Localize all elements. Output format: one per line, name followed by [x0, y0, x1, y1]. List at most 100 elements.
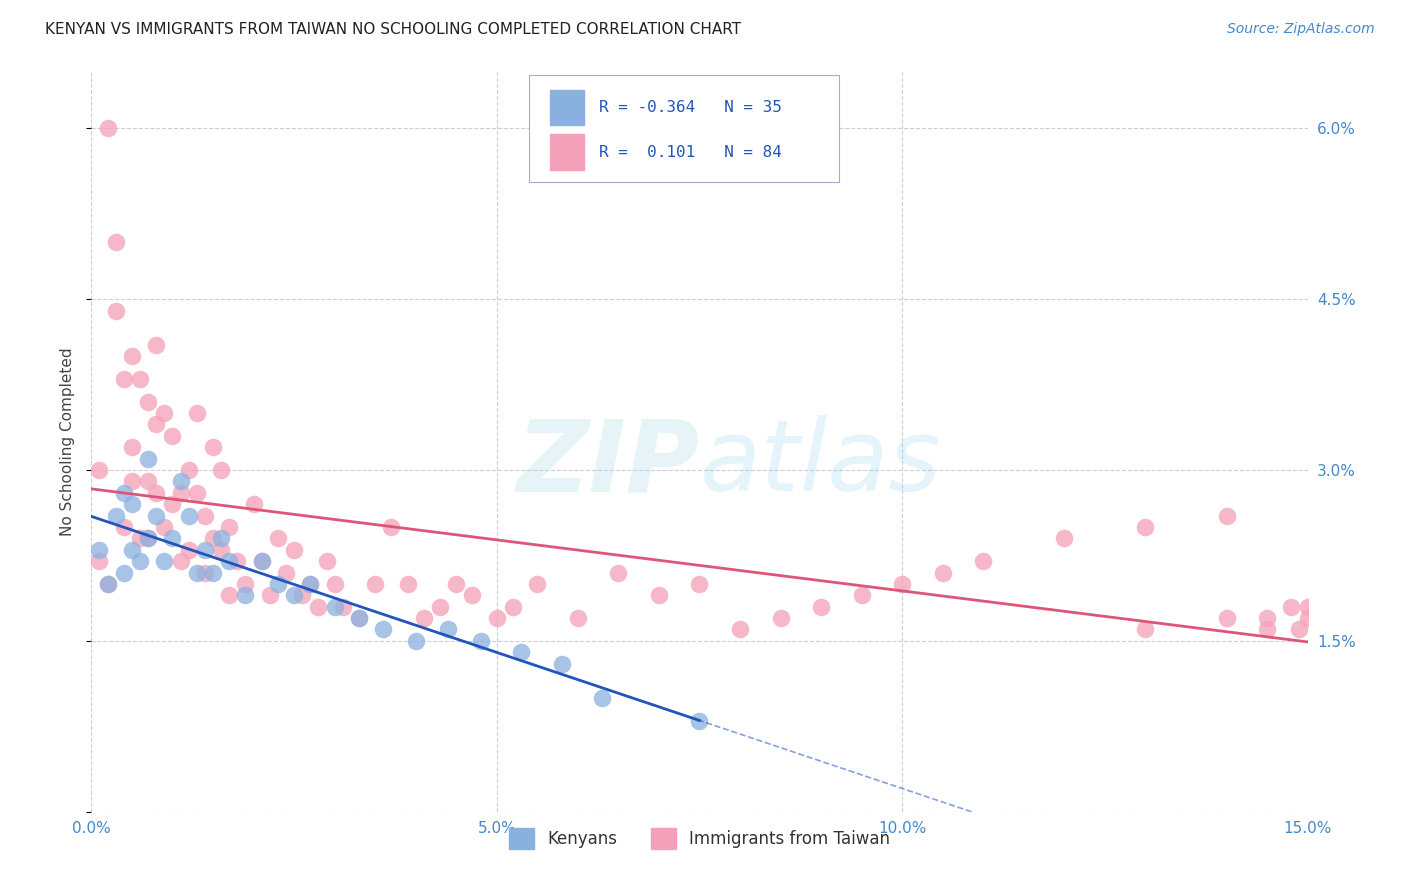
- Point: [145, 417, 167, 432]
- Point: [364, 577, 387, 591]
- Point: [112, 372, 135, 386]
- Point: [136, 451, 159, 466]
- Point: [145, 337, 167, 351]
- Text: ZIP: ZIP: [516, 416, 699, 512]
- Point: [607, 566, 630, 580]
- Point: [162, 429, 184, 443]
- Point: [502, 599, 524, 614]
- Point: [267, 532, 290, 546]
- Text: R = -0.364   N = 35: R = -0.364 N = 35: [599, 100, 782, 115]
- Point: [97, 577, 120, 591]
- Point: [153, 520, 176, 534]
- Point: [1256, 623, 1278, 637]
- Point: [121, 349, 143, 363]
- Point: [510, 645, 533, 659]
- Point: [136, 394, 159, 409]
- Point: [380, 520, 402, 534]
- Bar: [550, 90, 583, 126]
- Point: [218, 588, 240, 602]
- Point: [226, 554, 249, 568]
- Point: [242, 497, 264, 511]
- Point: [250, 554, 273, 568]
- Point: [1135, 520, 1157, 534]
- Point: [461, 588, 484, 602]
- Point: [323, 577, 346, 591]
- Point: [1135, 623, 1157, 637]
- Point: [112, 520, 135, 534]
- Point: [396, 577, 419, 591]
- Point: [444, 577, 467, 591]
- Point: [1053, 532, 1076, 546]
- Point: [129, 554, 152, 568]
- Point: [373, 623, 395, 637]
- Point: [145, 485, 167, 500]
- Point: [218, 520, 240, 534]
- Point: [177, 542, 200, 557]
- Point: [648, 588, 671, 602]
- Point: [89, 554, 111, 568]
- Point: [162, 497, 184, 511]
- Point: [810, 599, 832, 614]
- Point: [209, 542, 232, 557]
- Point: [104, 303, 127, 318]
- Point: [728, 623, 751, 637]
- Text: Source: ZipAtlas.com: Source: ZipAtlas.com: [1227, 22, 1375, 37]
- Point: [1256, 611, 1278, 625]
- Point: [1296, 611, 1319, 625]
- Point: [129, 532, 152, 546]
- Point: [485, 611, 508, 625]
- Point: [267, 577, 290, 591]
- Point: [129, 372, 152, 386]
- Point: [136, 532, 159, 546]
- Text: KENYAN VS IMMIGRANTS FROM TAIWAN NO SCHOOLING COMPLETED CORRELATION CHART: KENYAN VS IMMIGRANTS FROM TAIWAN NO SCHO…: [45, 22, 741, 37]
- Point: [104, 508, 127, 523]
- Point: [1215, 611, 1237, 625]
- Point: [274, 566, 297, 580]
- Point: [153, 554, 176, 568]
- Point: [250, 554, 273, 568]
- Point: [851, 588, 873, 602]
- Point: [299, 577, 322, 591]
- Point: [347, 611, 370, 625]
- Point: [235, 577, 257, 591]
- Point: [688, 714, 710, 728]
- Point: [97, 121, 120, 136]
- Text: atlas: atlas: [699, 416, 941, 512]
- Point: [567, 611, 589, 625]
- Point: [283, 588, 305, 602]
- Point: [332, 599, 354, 614]
- FancyBboxPatch shape: [529, 75, 839, 183]
- Text: R =  0.101   N = 84: R = 0.101 N = 84: [599, 145, 782, 160]
- Point: [202, 440, 225, 454]
- Point: [89, 542, 111, 557]
- Point: [283, 542, 305, 557]
- Point: [112, 566, 135, 580]
- Point: [235, 588, 257, 602]
- Point: [121, 542, 143, 557]
- Point: [259, 588, 281, 602]
- Point: [437, 623, 460, 637]
- Point: [405, 633, 427, 648]
- Bar: [550, 135, 583, 169]
- Point: [186, 566, 208, 580]
- Point: [186, 406, 208, 420]
- Point: [1279, 599, 1302, 614]
- Point: [169, 485, 191, 500]
- Point: [347, 611, 370, 625]
- Point: [145, 508, 167, 523]
- Point: [1296, 599, 1319, 614]
- Point: [412, 611, 434, 625]
- Point: [307, 599, 329, 614]
- Point: [177, 508, 200, 523]
- Point: [153, 406, 176, 420]
- Point: [526, 577, 548, 591]
- Y-axis label: No Schooling Completed: No Schooling Completed: [60, 347, 76, 536]
- Point: [121, 440, 143, 454]
- Point: [299, 577, 322, 591]
- Point: [209, 463, 232, 477]
- Point: [177, 463, 200, 477]
- Point: [104, 235, 127, 250]
- Point: [121, 475, 143, 489]
- Point: [202, 532, 225, 546]
- Point: [769, 611, 792, 625]
